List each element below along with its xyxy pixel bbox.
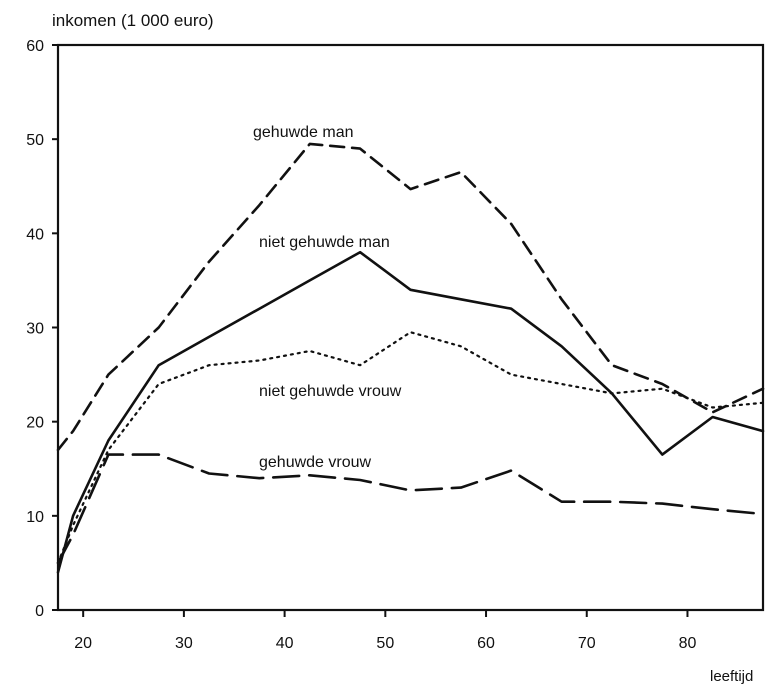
label-niet-gehuwde-man: niet gehuwde man — [259, 234, 390, 251]
y-tick-label: 40 — [26, 226, 44, 243]
y-tick-label: 10 — [26, 509, 44, 526]
x-tick-label: 20 — [74, 635, 92, 652]
label-niet-gehuwde-vrouw: niet gehuwde vrouw — [259, 383, 402, 400]
x-axis: 20 30 40 50 60 70 80 — [74, 610, 696, 652]
y-tick-label: 30 — [26, 321, 44, 338]
series-line-niet-gehuwde-man — [56, 250, 765, 574]
label-gehuwde-vrouw: gehuwde vrouw — [259, 454, 372, 471]
series-lines — [56, 142, 765, 574]
plot-frame — [56, 43, 765, 612]
series-line-gehuwde-vrouw — [56, 453, 765, 565]
y-tick-label: 20 — [26, 415, 44, 432]
x-tick-label: 70 — [578, 635, 596, 652]
series-line-gehuwde-man — [56, 142, 765, 452]
x-tick-label: 80 — [679, 635, 697, 652]
y-axis: 0 10 20 30 40 50 60 — [26, 38, 58, 620]
x-tick-label: 60 — [477, 635, 495, 652]
y-axis-title: inkomen (1 000 euro) — [52, 11, 214, 30]
x-axis-title: leeftijd — [710, 668, 753, 685]
y-tick-label: 0 — [35, 603, 44, 620]
x-tick-label: 40 — [276, 635, 294, 652]
label-gehuwde-man: gehuwde man — [253, 124, 354, 141]
y-tick-label: 50 — [26, 132, 44, 149]
y-tick-label: 60 — [26, 38, 44, 55]
x-tick-label: 50 — [376, 635, 394, 652]
x-tick-label: 30 — [175, 635, 193, 652]
